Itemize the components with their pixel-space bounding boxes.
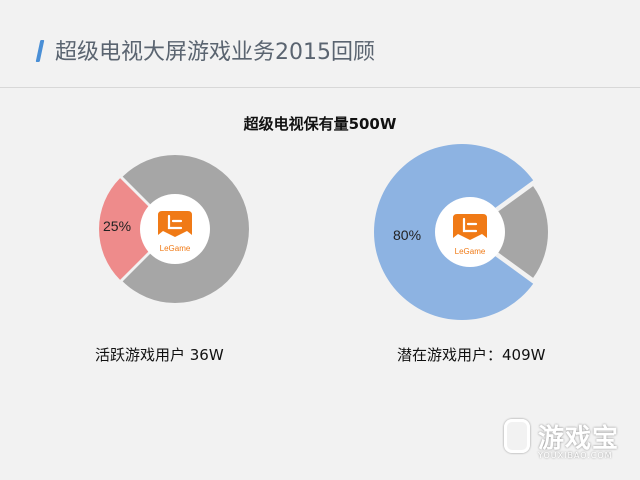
pie-chart-active-users: 25% LeGame	[99, 155, 249, 303]
slide-title: 超级电视大屏游戏业务2015回顾	[55, 40, 375, 65]
chart-title: 超级电视保有量500W	[243, 115, 397, 133]
caption-potential-users: 潜在游戏用户：409W	[397, 346, 546, 364]
pie-percent-label: 25%	[103, 218, 131, 234]
watermark-phone-icon	[504, 419, 530, 453]
legame-logo-icon: LeGame	[435, 197, 505, 267]
caption-active-users: 活跃游戏用户 36W	[95, 346, 224, 364]
pie-chart-potential-users: 80% LeGame	[374, 144, 548, 321]
legame-logo-text: LeGame	[160, 244, 191, 253]
pie-percent-label: 80%	[393, 227, 421, 243]
watermark-text: 游戏宝	[538, 424, 620, 454]
title-divider	[0, 87, 640, 88]
pie-slice-rest	[470, 186, 548, 278]
watermark-subtext: YOUXIBAO.COM	[538, 451, 613, 460]
pie-slice-highlight	[99, 178, 171, 280]
legame-logo-text: LeGame	[455, 247, 486, 256]
watermark-logo: 游戏宝 YOUXIBAO.COM	[500, 416, 630, 466]
legame-logo-icon: LeGame	[140, 194, 210, 264]
